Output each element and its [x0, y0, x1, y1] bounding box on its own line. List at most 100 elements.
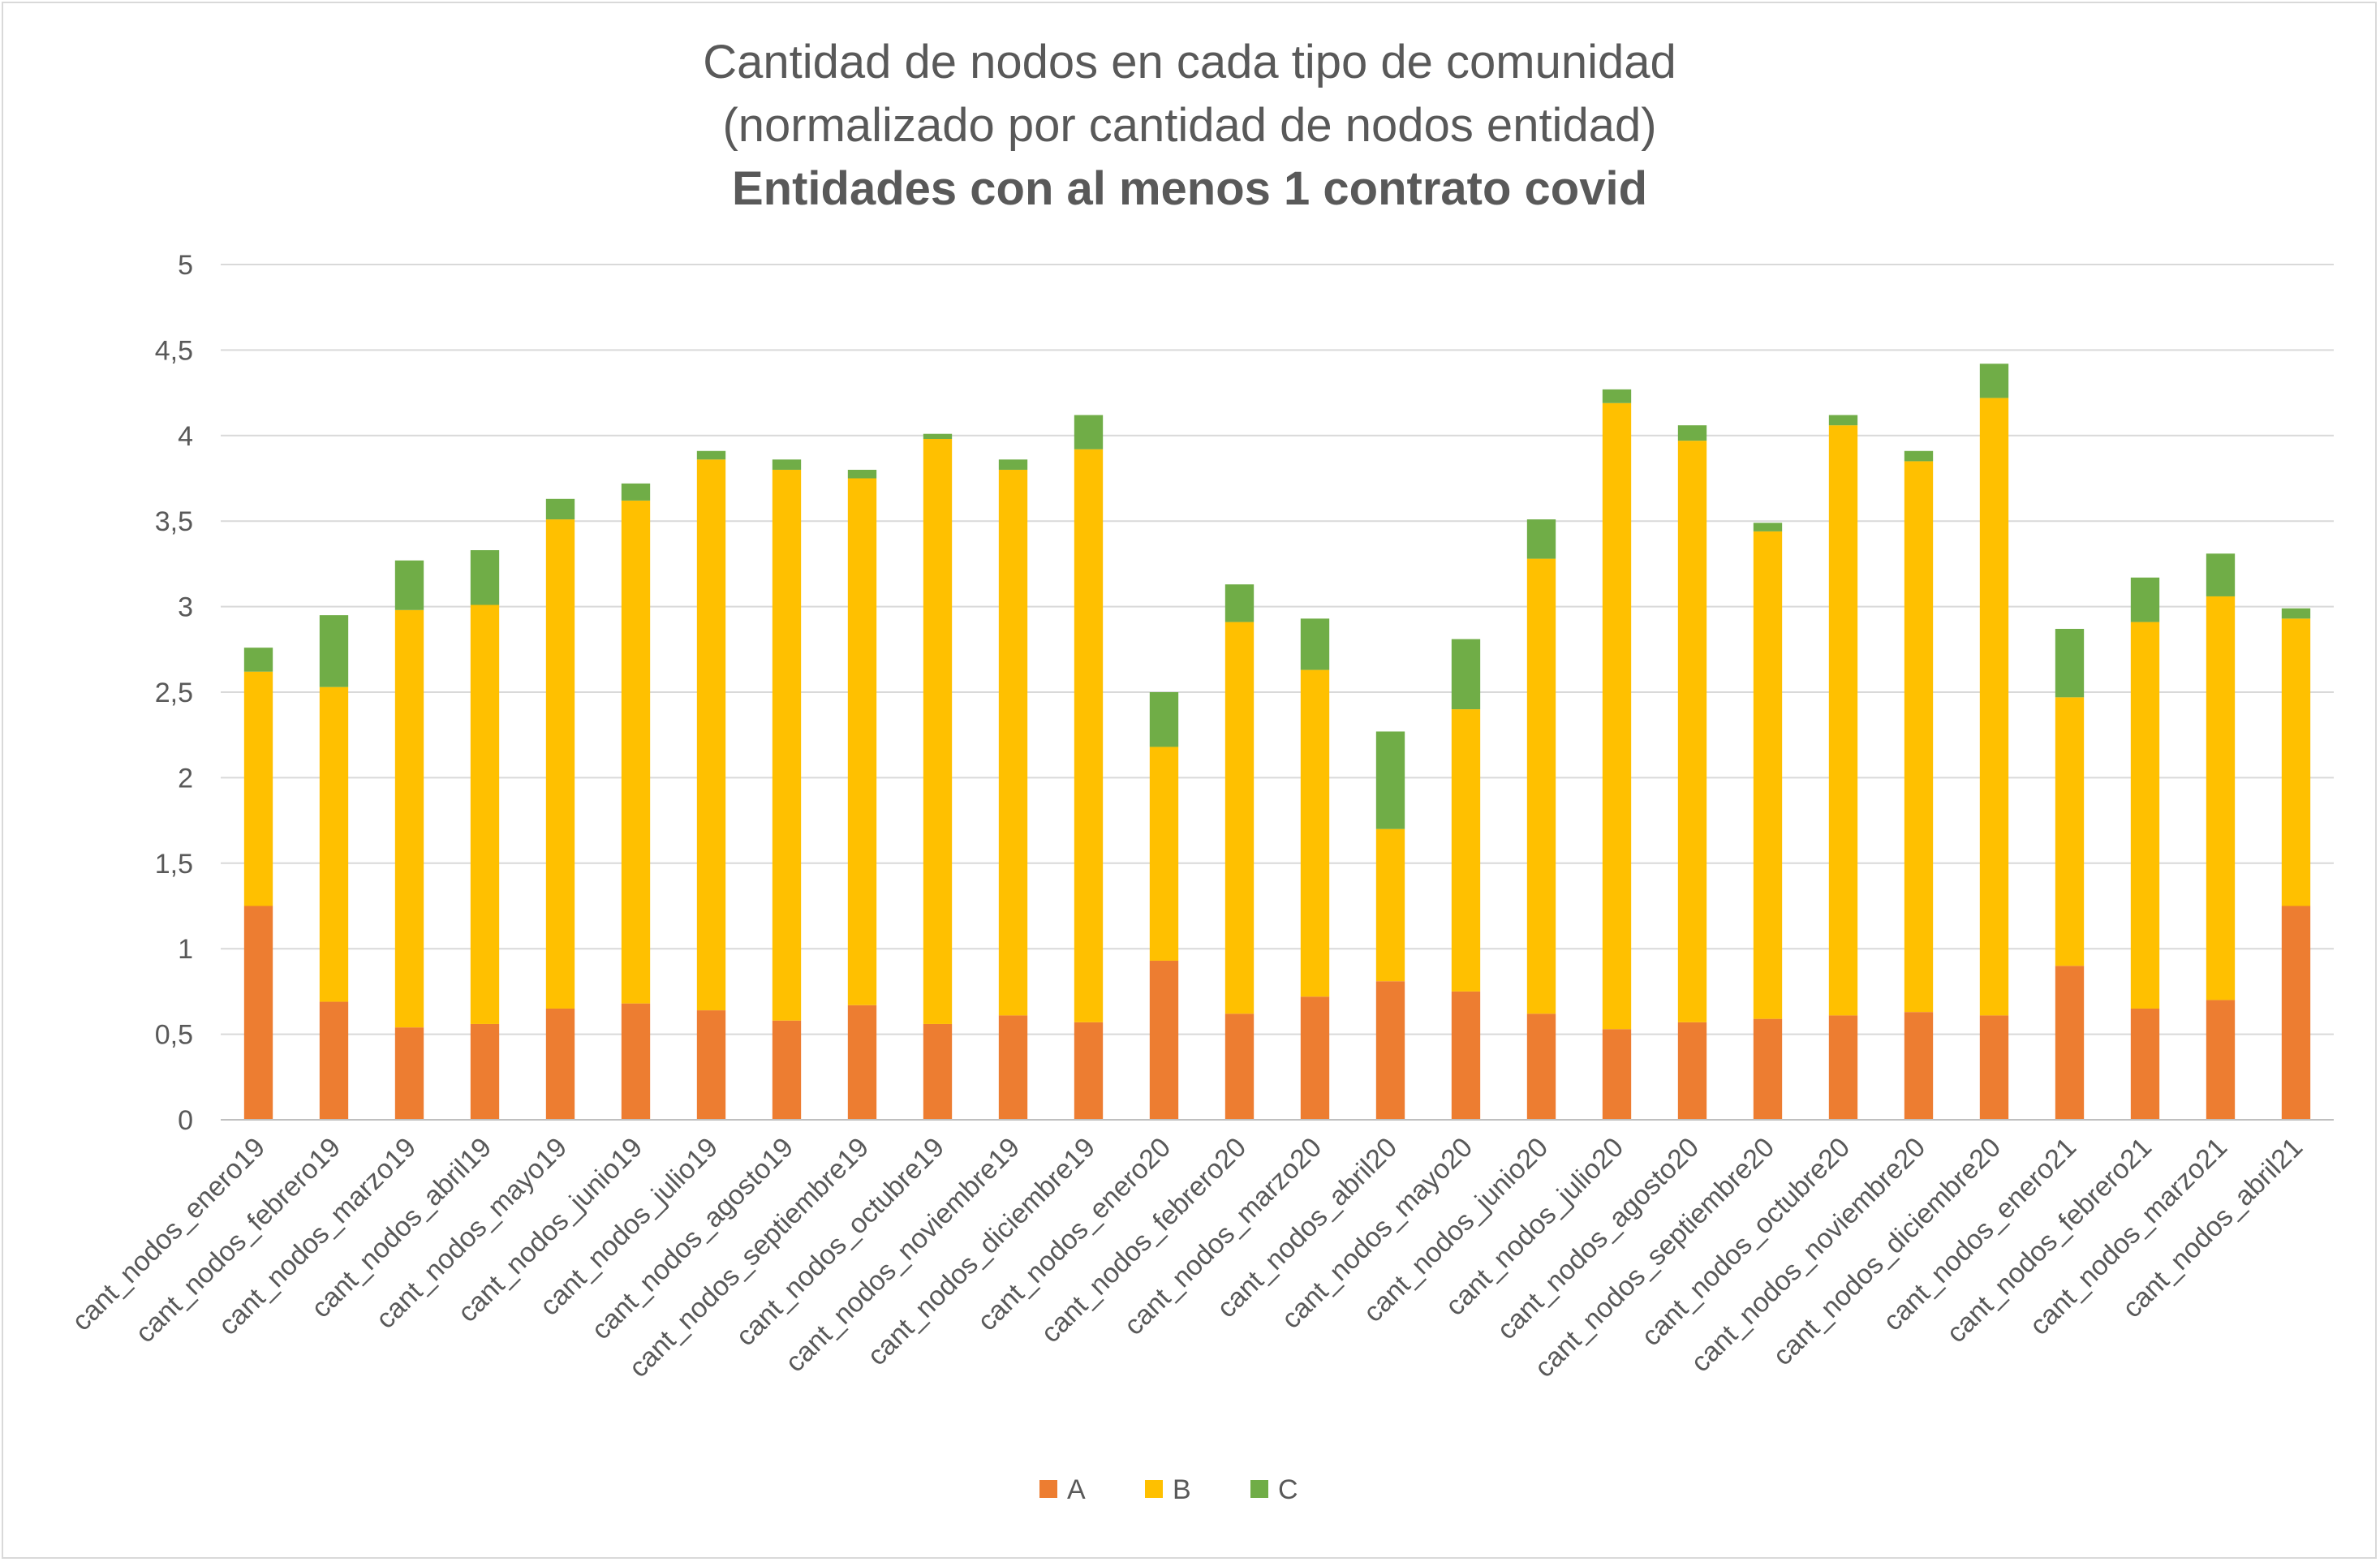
- bar-segment-c: [1753, 523, 1783, 531]
- bar-segment-b: [847, 478, 877, 1005]
- bar-segment-c: [1300, 618, 1330, 670]
- bar-segment-a: [319, 1001, 349, 1120]
- bar-segment-a: [1602, 1029, 1632, 1120]
- legend-label-b: B: [1173, 1474, 1191, 1505]
- bar-segment-a: [621, 1003, 651, 1120]
- bar-segment-a: [1224, 1013, 1255, 1120]
- bar-segment-c: [545, 498, 575, 520]
- bar-segment-a: [1074, 1022, 1104, 1120]
- bar-segment-c: [470, 550, 500, 605]
- y-tick-label: 0,5: [155, 1020, 193, 1051]
- bar-segment-a: [1451, 991, 1481, 1120]
- bar-segment-b: [2206, 596, 2236, 1000]
- bar-segment-c: [772, 459, 802, 470]
- bar-segment-c: [394, 560, 424, 610]
- bar-segment-a: [545, 1008, 575, 1120]
- legend-swatch-c: [1250, 1480, 1268, 1498]
- bar-segment-c: [243, 648, 273, 672]
- bar-segment-c: [2130, 577, 2160, 622]
- bar-segment-a: [1677, 1022, 1707, 1120]
- bar-segment-a: [470, 1023, 500, 1120]
- bar-segment-b: [772, 469, 802, 1021]
- y-tick-label: 0: [178, 1105, 193, 1136]
- bar-segment-b: [1526, 558, 1556, 1014]
- bar-segment-b: [394, 609, 424, 1028]
- bar-segment-c: [1602, 389, 1632, 403]
- bar-segment-a: [394, 1027, 424, 1120]
- bar-segment-a: [1904, 1012, 1934, 1120]
- bar-segment-c: [2206, 553, 2236, 596]
- bar-segment-a: [1375, 981, 1405, 1120]
- bar-segment-b: [1979, 398, 2009, 1016]
- bar-segment-c: [1375, 731, 1405, 829]
- bar-segment-b: [1451, 709, 1481, 992]
- bar-segment-a: [923, 1023, 953, 1120]
- bar-segment-c: [1451, 639, 1481, 710]
- bar-segment-b: [2130, 622, 2160, 1009]
- y-tick-label: 1,5: [155, 849, 193, 880]
- y-tick-label: 4,5: [155, 335, 193, 366]
- bar-segment-b: [1602, 402, 1632, 1030]
- bar-segment-a: [772, 1020, 802, 1120]
- bar-segment-c: [847, 469, 877, 479]
- bar-segment-a: [1526, 1013, 1556, 1120]
- bar-segment-b: [1677, 441, 1707, 1022]
- bar-segment-a: [1979, 1015, 2009, 1120]
- y-tick-label: 3: [178, 592, 193, 623]
- bar-segment-b: [923, 439, 953, 1024]
- bar-segment-a: [1149, 960, 1179, 1120]
- bar-segment-a: [2055, 966, 2085, 1120]
- chart-title: Cantidad de nodos en cada tipo de comuni…: [703, 36, 1676, 88]
- bar-segment-c: [2055, 629, 2085, 698]
- chart-subtitle-bold: Entidades con al menos 1 contrato covid: [732, 162, 1647, 215]
- bar-segment-a: [243, 906, 273, 1120]
- bar-segment-a: [1828, 1015, 1858, 1120]
- bar-segment-b: [545, 519, 575, 1009]
- bar-segment-a: [2130, 1008, 2160, 1120]
- bar-segment-c: [319, 615, 349, 687]
- bar-segment-b: [1074, 449, 1104, 1022]
- bar-segment-b: [2281, 618, 2311, 906]
- bar-segment-b: [319, 686, 349, 1002]
- bar-segment-c: [1526, 519, 1556, 559]
- legend: A B C: [1039, 1474, 1298, 1505]
- bar-segment-b: [470, 605, 500, 1024]
- bar-segment-a: [1753, 1018, 1783, 1120]
- y-tick-label: 4: [178, 421, 193, 452]
- bars: [243, 364, 2311, 1120]
- bar-segment-b: [1224, 622, 1255, 1014]
- bar-segment-c: [621, 483, 651, 501]
- bar-segment-b: [1375, 828, 1405, 982]
- legend-label-c: C: [1278, 1474, 1298, 1505]
- bar-segment-b: [2055, 697, 2085, 966]
- bar-segment-c: [696, 450, 726, 460]
- bar-segment-c: [923, 433, 953, 440]
- bar-segment-a: [696, 1010, 726, 1120]
- chart-subtitle: (normalizado por cantidad de nodos entid…: [722, 99, 1656, 152]
- x-axis: cant_nodos_enero19cant_nodos_febrero19ca…: [66, 1119, 2334, 1383]
- legend-label-a: A: [1067, 1474, 1086, 1505]
- y-tick-label: 5: [178, 250, 193, 281]
- gridlines: [221, 264, 2334, 1121]
- bar-segment-c: [1979, 364, 2009, 398]
- bar-segment-b: [1753, 531, 1783, 1019]
- legend-swatch-b: [1145, 1480, 1163, 1498]
- bar-segment-c: [1677, 425, 1707, 441]
- bar-segment-b: [696, 459, 726, 1011]
- y-tick-label: 2: [178, 763, 193, 794]
- bar-segment-b: [1149, 747, 1179, 961]
- bar-segment-c: [1074, 415, 1104, 450]
- bar-segment-c: [1904, 450, 1934, 462]
- bar-segment-c: [1149, 692, 1179, 747]
- y-tick-label: 1: [178, 934, 193, 965]
- y-tick-label: 2,5: [155, 678, 193, 708]
- bar-segment-a: [2281, 906, 2311, 1120]
- bar-segment-b: [1300, 669, 1330, 997]
- bar-segment-a: [847, 1005, 877, 1120]
- bar-segment-b: [1828, 425, 1858, 1016]
- bar-segment-b: [998, 469, 1028, 1016]
- bar-segment-b: [243, 671, 273, 906]
- y-tick-label: 3,5: [155, 506, 193, 537]
- legend-swatch-a: [1039, 1480, 1057, 1498]
